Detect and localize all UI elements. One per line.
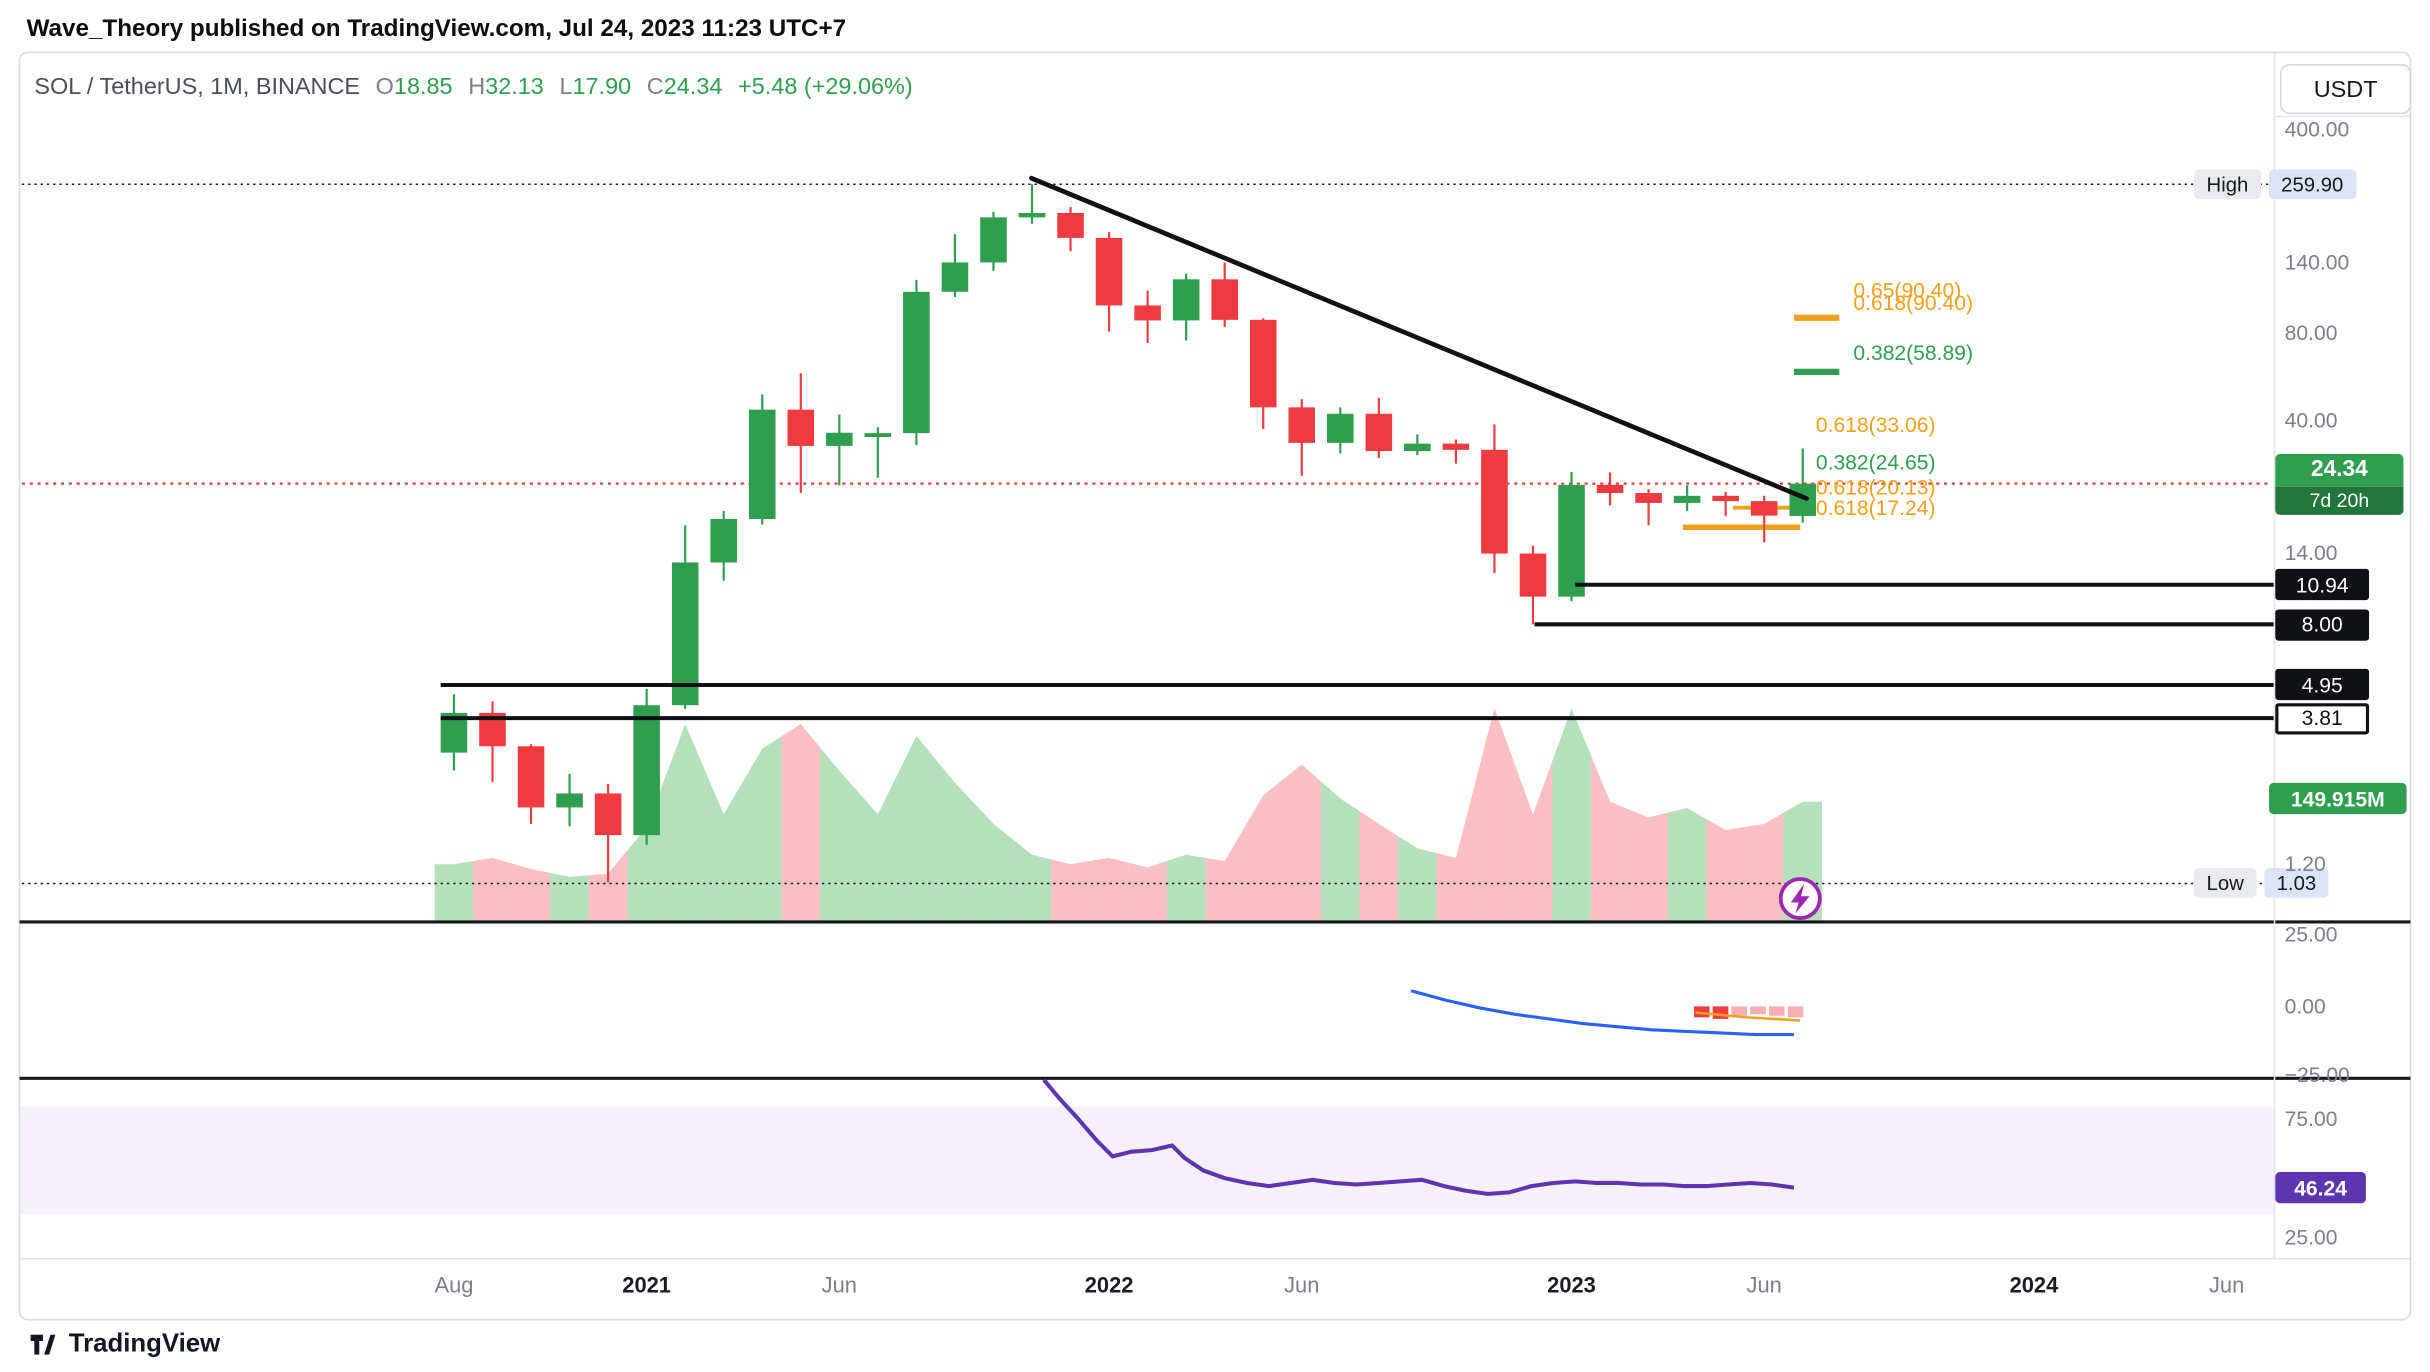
- ohlc-high: H32.13: [468, 73, 544, 101]
- price-axis-tick: 0.00: [2284, 994, 2326, 1019]
- last-price-badge: 24.34 7d 20h: [2275, 453, 2404, 515]
- price-axis-tick: −25.00: [2284, 1063, 2350, 1087]
- low-marker: Low 1.03: [2194, 868, 2329, 899]
- ohlc-low: L17.90: [559, 73, 632, 101]
- fib-label: 0.65(90.40): [1853, 278, 1962, 303]
- symbol-legend[interactable]: SOL / TetherUS, 1M, BINANCE O18.85 H32.1…: [34, 73, 912, 100]
- high-value-chip: 259.90: [2268, 169, 2356, 199]
- volume-badge: 149.915M: [2269, 782, 2407, 815]
- price-axis-tick: 400.00: [2284, 117, 2350, 142]
- attribution-text: Wave_Theory published on TradingView.com…: [26, 15, 847, 43]
- bar-countdown: 7d 20h: [2275, 485, 2404, 515]
- price-axis-tick: 25.00: [2284, 1225, 2338, 1250]
- time-axis-label: 2022: [1084, 1272, 1134, 1298]
- tradingview-logomark: [30, 1334, 56, 1355]
- level-badge-4-95: 4.95: [2275, 669, 2370, 701]
- oscillator-band: [20, 1106, 2274, 1215]
- symbol-title[interactable]: SOL / TetherUS, 1M, BINANCE: [34, 73, 361, 101]
- time-axis-label: 2024: [2009, 1272, 2059, 1298]
- candles[interactable]: [440, 184, 1817, 883]
- time-axis-label: Jun: [821, 1272, 857, 1298]
- low-label-chip: Low: [2194, 868, 2257, 899]
- price-axis-tick: 75.00: [2284, 1107, 2338, 1131]
- lightning-icon[interactable]: [1778, 877, 1822, 920]
- price-axis-tick: 40.00: [2284, 408, 2338, 433]
- tradingview-brand-text: TradingView: [68, 1329, 221, 1358]
- fib-label: 0.382(24.65): [1815, 450, 1936, 475]
- trendline[interactable]: [1029, 175, 1809, 501]
- ohlc-close: C24.34: [646, 73, 723, 101]
- time-axis-label: 2023: [1547, 1272, 1596, 1298]
- indicator-signal-line: [1695, 1011, 1801, 1022]
- time-axis-label: Jun: [2208, 1272, 2245, 1298]
- oscillator-line: [1042, 1078, 1795, 1196]
- time-axis-label: Aug: [434, 1272, 474, 1298]
- last-price-value: 24.34: [2275, 453, 2404, 486]
- tradingview-logo[interactable]: TradingView: [28, 1330, 220, 1360]
- high-marker: High 259.90: [2194, 169, 2356, 199]
- volume-area: [434, 708, 1822, 921]
- fib-label: 0.618(33.06): [1815, 413, 1936, 437]
- price-axis-tick: 25.00: [2284, 922, 2338, 947]
- level-badge-3-81: 3.81: [2275, 702, 2370, 734]
- change-value: +5.48 (+29.06%): [738, 73, 913, 101]
- level-badge-10-94: 10.94: [2275, 569, 2370, 601]
- time-axis-label: Jun: [1284, 1272, 1320, 1298]
- support-level-lines[interactable]: [440, 582, 2274, 721]
- fib-level-segments[interactable]: [1683, 314, 1840, 530]
- indicator-blue-line: [1410, 989, 1794, 1037]
- low-value-chip: 1.03: [2264, 868, 2329, 899]
- fib-label: 0.618(20.13): [1815, 475, 1936, 500]
- ohlc-open: O18.85: [375, 73, 453, 101]
- price-axis-tick: 140.00: [2284, 250, 2350, 275]
- currency-toggle-button[interactable]: USDT: [2279, 64, 2412, 115]
- price-axis-tick: 14.00: [2284, 541, 2338, 565]
- fib-label: 0.618(17.24): [1815, 496, 1936, 520]
- fib-label: 0.618(90.40): [1853, 291, 1974, 315]
- high-label-chip: High: [2194, 169, 2261, 199]
- price-axis-tick: 80.00: [2284, 321, 2338, 345]
- level-badge-8-00: 8.00: [2275, 608, 2370, 641]
- fib-label: 0.382(58.89): [1853, 341, 1974, 365]
- time-axis-label: Jun: [1746, 1272, 1782, 1298]
- price-axis-tick: 1.20: [2284, 852, 2326, 876]
- oscillator-badge: 46.24: [2275, 1172, 2366, 1204]
- time-axis-label: 2021: [622, 1272, 671, 1298]
